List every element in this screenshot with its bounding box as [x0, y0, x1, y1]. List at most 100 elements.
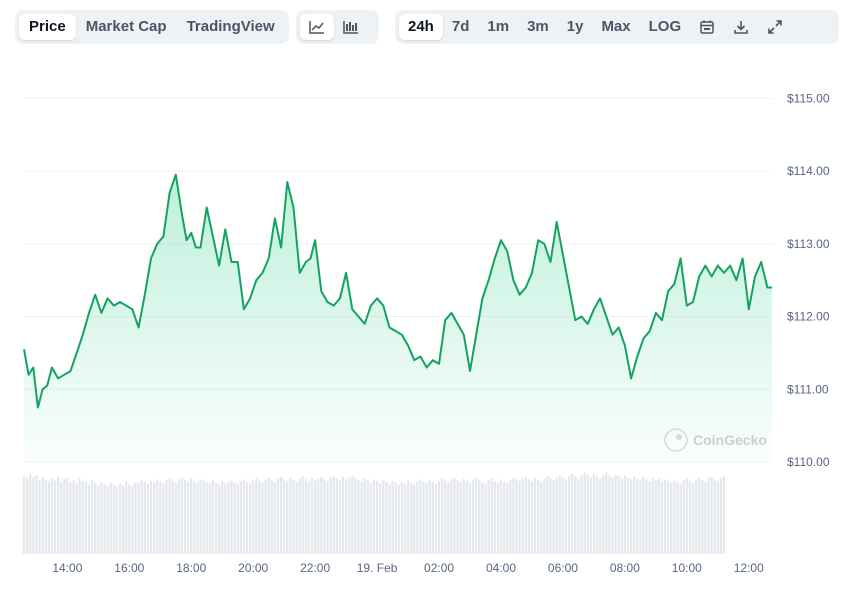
volume-bar [369, 482, 373, 554]
volume-bar [391, 481, 394, 554]
volume-bar [211, 480, 215, 554]
view-tab-group: Price Market Cap TradingView [15, 10, 289, 44]
volume-bar [456, 480, 459, 554]
volume-bar [329, 477, 332, 554]
volume-bar [583, 472, 586, 554]
volume-bar [400, 481, 404, 554]
volume-bar [32, 476, 35, 554]
y-tick-label: $112.00 [787, 310, 830, 324]
volume-bar [44, 479, 47, 554]
volume-bar [345, 479, 348, 554]
volume-bar [716, 481, 719, 554]
candlestick-button[interactable] [334, 14, 368, 40]
volume-bar [558, 475, 561, 554]
volume-bar [351, 476, 354, 554]
volume-bar [568, 476, 571, 554]
price-area [24, 174, 772, 462]
volume-bar [156, 479, 159, 554]
view-tab-tradingview[interactable]: TradingView [186, 18, 275, 35]
volume-bar [245, 481, 249, 554]
y-tick-label: $110.00 [787, 455, 830, 469]
volume-bar [22, 476, 26, 554]
x-tick-label: 10:00 [672, 561, 702, 575]
view-tab-price[interactable]: Price [19, 14, 76, 40]
price-series-line [23, 173, 772, 409]
volume-bar [503, 481, 506, 554]
y-tick-label: $111.00 [787, 382, 829, 396]
volume-bar [688, 481, 692, 554]
volume-bar [496, 482, 500, 554]
volume-bar [140, 480, 143, 554]
volume-bar [35, 475, 38, 554]
coingecko-logo-icon [664, 428, 688, 452]
volume-bar [450, 479, 453, 554]
range-tab-1m[interactable]: 1m [487, 18, 510, 35]
expand-button[interactable] [758, 14, 792, 40]
area-fill [24, 174, 772, 462]
range-tab-max[interactable]: Max [601, 18, 631, 35]
volume-bar [360, 481, 363, 554]
volume-bar [292, 480, 295, 554]
view-tab-market-cap[interactable]: Market Cap [85, 18, 167, 35]
volume-bar [388, 484, 391, 554]
volume-bar [410, 482, 413, 554]
line-chart-icon [309, 20, 325, 34]
volume-bar [134, 482, 137, 554]
volume-bar [252, 480, 255, 554]
volume-bar [323, 479, 326, 554]
range-tab-1y[interactable]: 1y [566, 18, 584, 35]
coingecko-logo-eye-icon [676, 434, 682, 440]
volume-bar [599, 478, 602, 554]
volume-bar [645, 479, 648, 554]
volume-bar [518, 481, 521, 554]
volume-bar [94, 482, 97, 554]
volume-bar [286, 481, 289, 554]
volume-bar [416, 481, 419, 554]
volume-bar [270, 480, 273, 554]
volume-bar [695, 479, 698, 554]
volume-bar [441, 478, 444, 554]
volume-bar [447, 481, 450, 554]
x-tick-label: 18:00 [176, 561, 206, 575]
volume-bar [255, 478, 258, 554]
volume-bar [527, 479, 530, 554]
volume-bar [468, 482, 472, 554]
volume-bar [100, 481, 103, 554]
volume-bar [376, 481, 379, 554]
volume-bar [304, 479, 307, 554]
candlestick-icon [343, 20, 359, 34]
volume-bar [180, 477, 184, 554]
range-tab-3m[interactable]: 3m [527, 18, 549, 35]
volume-bar [651, 477, 654, 554]
volume-bar [555, 476, 558, 554]
volume-bar [484, 483, 487, 554]
volume-bar [233, 482, 236, 554]
volume-bar [106, 485, 109, 554]
x-tick-label: 06:00 [548, 561, 578, 575]
volume-bar [276, 478, 280, 554]
volume-bar [75, 483, 78, 554]
volume-bar [115, 486, 119, 554]
range-tab-7d[interactable]: 7d [451, 18, 470, 35]
volume-bar [103, 483, 106, 554]
volume-bar [236, 484, 239, 554]
volume-bar [26, 478, 29, 554]
volume-bar [707, 478, 710, 554]
line-chart-button[interactable] [300, 14, 334, 40]
volume-bar [199, 479, 202, 554]
y-axis-labels: $110.00 $111.00 $112.00 $113.00 $114.00 $115.… [787, 91, 830, 469]
download-button[interactable] [724, 14, 758, 40]
range-tab-log[interactable]: LOG [648, 18, 682, 35]
volume-bar [472, 479, 475, 554]
volume-bar [50, 478, 54, 554]
volume-bar [363, 478, 366, 554]
volume-bar [69, 482, 72, 554]
range-tab-group: 24h 7d 1m 3m 1y Max LOG [395, 10, 839, 44]
range-tab-24h[interactable]: 24h [399, 14, 443, 40]
volume-bar [530, 481, 534, 554]
volume-bar [338, 480, 342, 554]
volume-bar [564, 479, 568, 554]
calendar-button[interactable] [690, 14, 724, 40]
volume-bar [648, 481, 651, 554]
